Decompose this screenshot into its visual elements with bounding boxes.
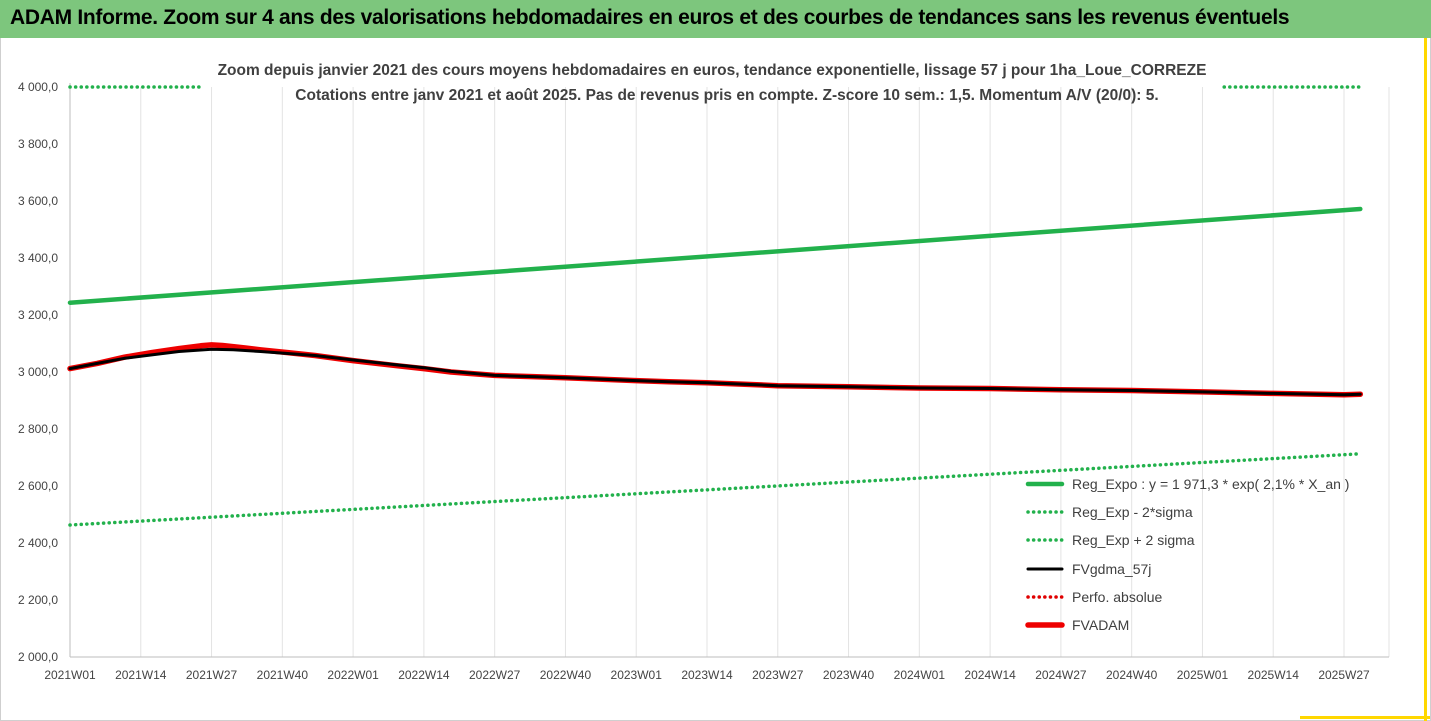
x-tick-label: 2022W14 xyxy=(398,668,450,682)
y-tick-label: 3 800,0 xyxy=(18,137,58,151)
y-tick-label: 3 600,0 xyxy=(18,194,58,208)
y-tick-label: 3 400,0 xyxy=(18,251,58,265)
line-chart: 2021W01 2021W14 2021W27 2021W40 2022W01 2022W… xyxy=(18,62,1390,682)
legend-label: Perfo. absolue xyxy=(1072,589,1162,605)
x-tick-label: 2021W14 xyxy=(115,668,167,682)
x-tick-label: 2025W27 xyxy=(1318,668,1370,682)
x-tick-label: 2023W14 xyxy=(681,668,733,682)
chart-title-line2: Cotations entre janv 2021 et août 2025. … xyxy=(295,87,1158,104)
y-tick-label: 2 200,0 xyxy=(18,593,58,607)
x-tick-label: 2024W14 xyxy=(964,668,1016,682)
series-reg-exp-minus-2sigma xyxy=(68,452,1363,527)
x-tick-label: 2021W01 xyxy=(44,668,96,682)
accent-border-bottom xyxy=(1300,716,1430,719)
legend-label: FVgdma_57j xyxy=(1072,561,1151,577)
legend-label: Reg_Expo : y = 1 971,3 * exp( 2,1% * X_a… xyxy=(1072,476,1349,492)
x-tick-label: 2022W40 xyxy=(540,668,592,682)
series-lines xyxy=(67,85,1364,527)
x-tick-label: 2025W14 xyxy=(1248,668,1300,682)
x-tick-label: 2021W40 xyxy=(257,668,309,682)
axes: 2021W01 2021W14 2021W27 2021W40 2022W01 2022W… xyxy=(18,80,1389,682)
series-reg-expo xyxy=(67,206,1363,305)
x-tick-label: 2022W01 xyxy=(327,668,379,682)
y-tick-label: 2 800,0 xyxy=(18,422,58,436)
x-tick-label: 2023W40 xyxy=(823,668,875,682)
header-bar: ADAM Informe. Zoom sur 4 ans des valoris… xyxy=(0,0,1431,38)
x-tick-label: 2021W27 xyxy=(186,668,238,682)
accent-border-right xyxy=(1424,38,1427,721)
series-fvgdma-57j xyxy=(68,347,1362,397)
x-tick-label: 2023W01 xyxy=(611,668,663,682)
x-tick-label: 2023W27 xyxy=(752,668,804,682)
y-tick-label: 4 000,0 xyxy=(18,80,58,94)
legend-label: FVADAM xyxy=(1072,617,1129,633)
legend-label: Reg_Exp + 2 sigma xyxy=(1072,532,1195,548)
x-tick-label: 2025W01 xyxy=(1177,668,1229,682)
x-tick-label: 2022W27 xyxy=(469,668,521,682)
y-tick-label: 3 200,0 xyxy=(18,308,58,322)
y-tick-label: 2 000,0 xyxy=(18,650,58,664)
x-tick-label: 2024W27 xyxy=(1035,668,1087,682)
legend-label: Reg_Exp - 2*sigma xyxy=(1072,504,1193,520)
legend: Reg_Expo : y = 1 971,3 * exp( 2,1% * X_a… xyxy=(1025,476,1349,633)
y-tick-label: 2 600,0 xyxy=(18,479,58,493)
x-tick-label: 2024W40 xyxy=(1106,668,1158,682)
chart-title-line1: Zoom depuis janvier 2021 des cours moyen… xyxy=(218,62,1207,79)
y-tick-label: 3 000,0 xyxy=(18,365,58,379)
gridlines xyxy=(69,87,1390,657)
y-tick-label: 2 400,0 xyxy=(18,536,58,550)
page-title: ADAM Informe. Zoom sur 4 ans des valoris… xyxy=(10,6,1290,29)
x-tick-label: 2024W01 xyxy=(894,668,946,682)
